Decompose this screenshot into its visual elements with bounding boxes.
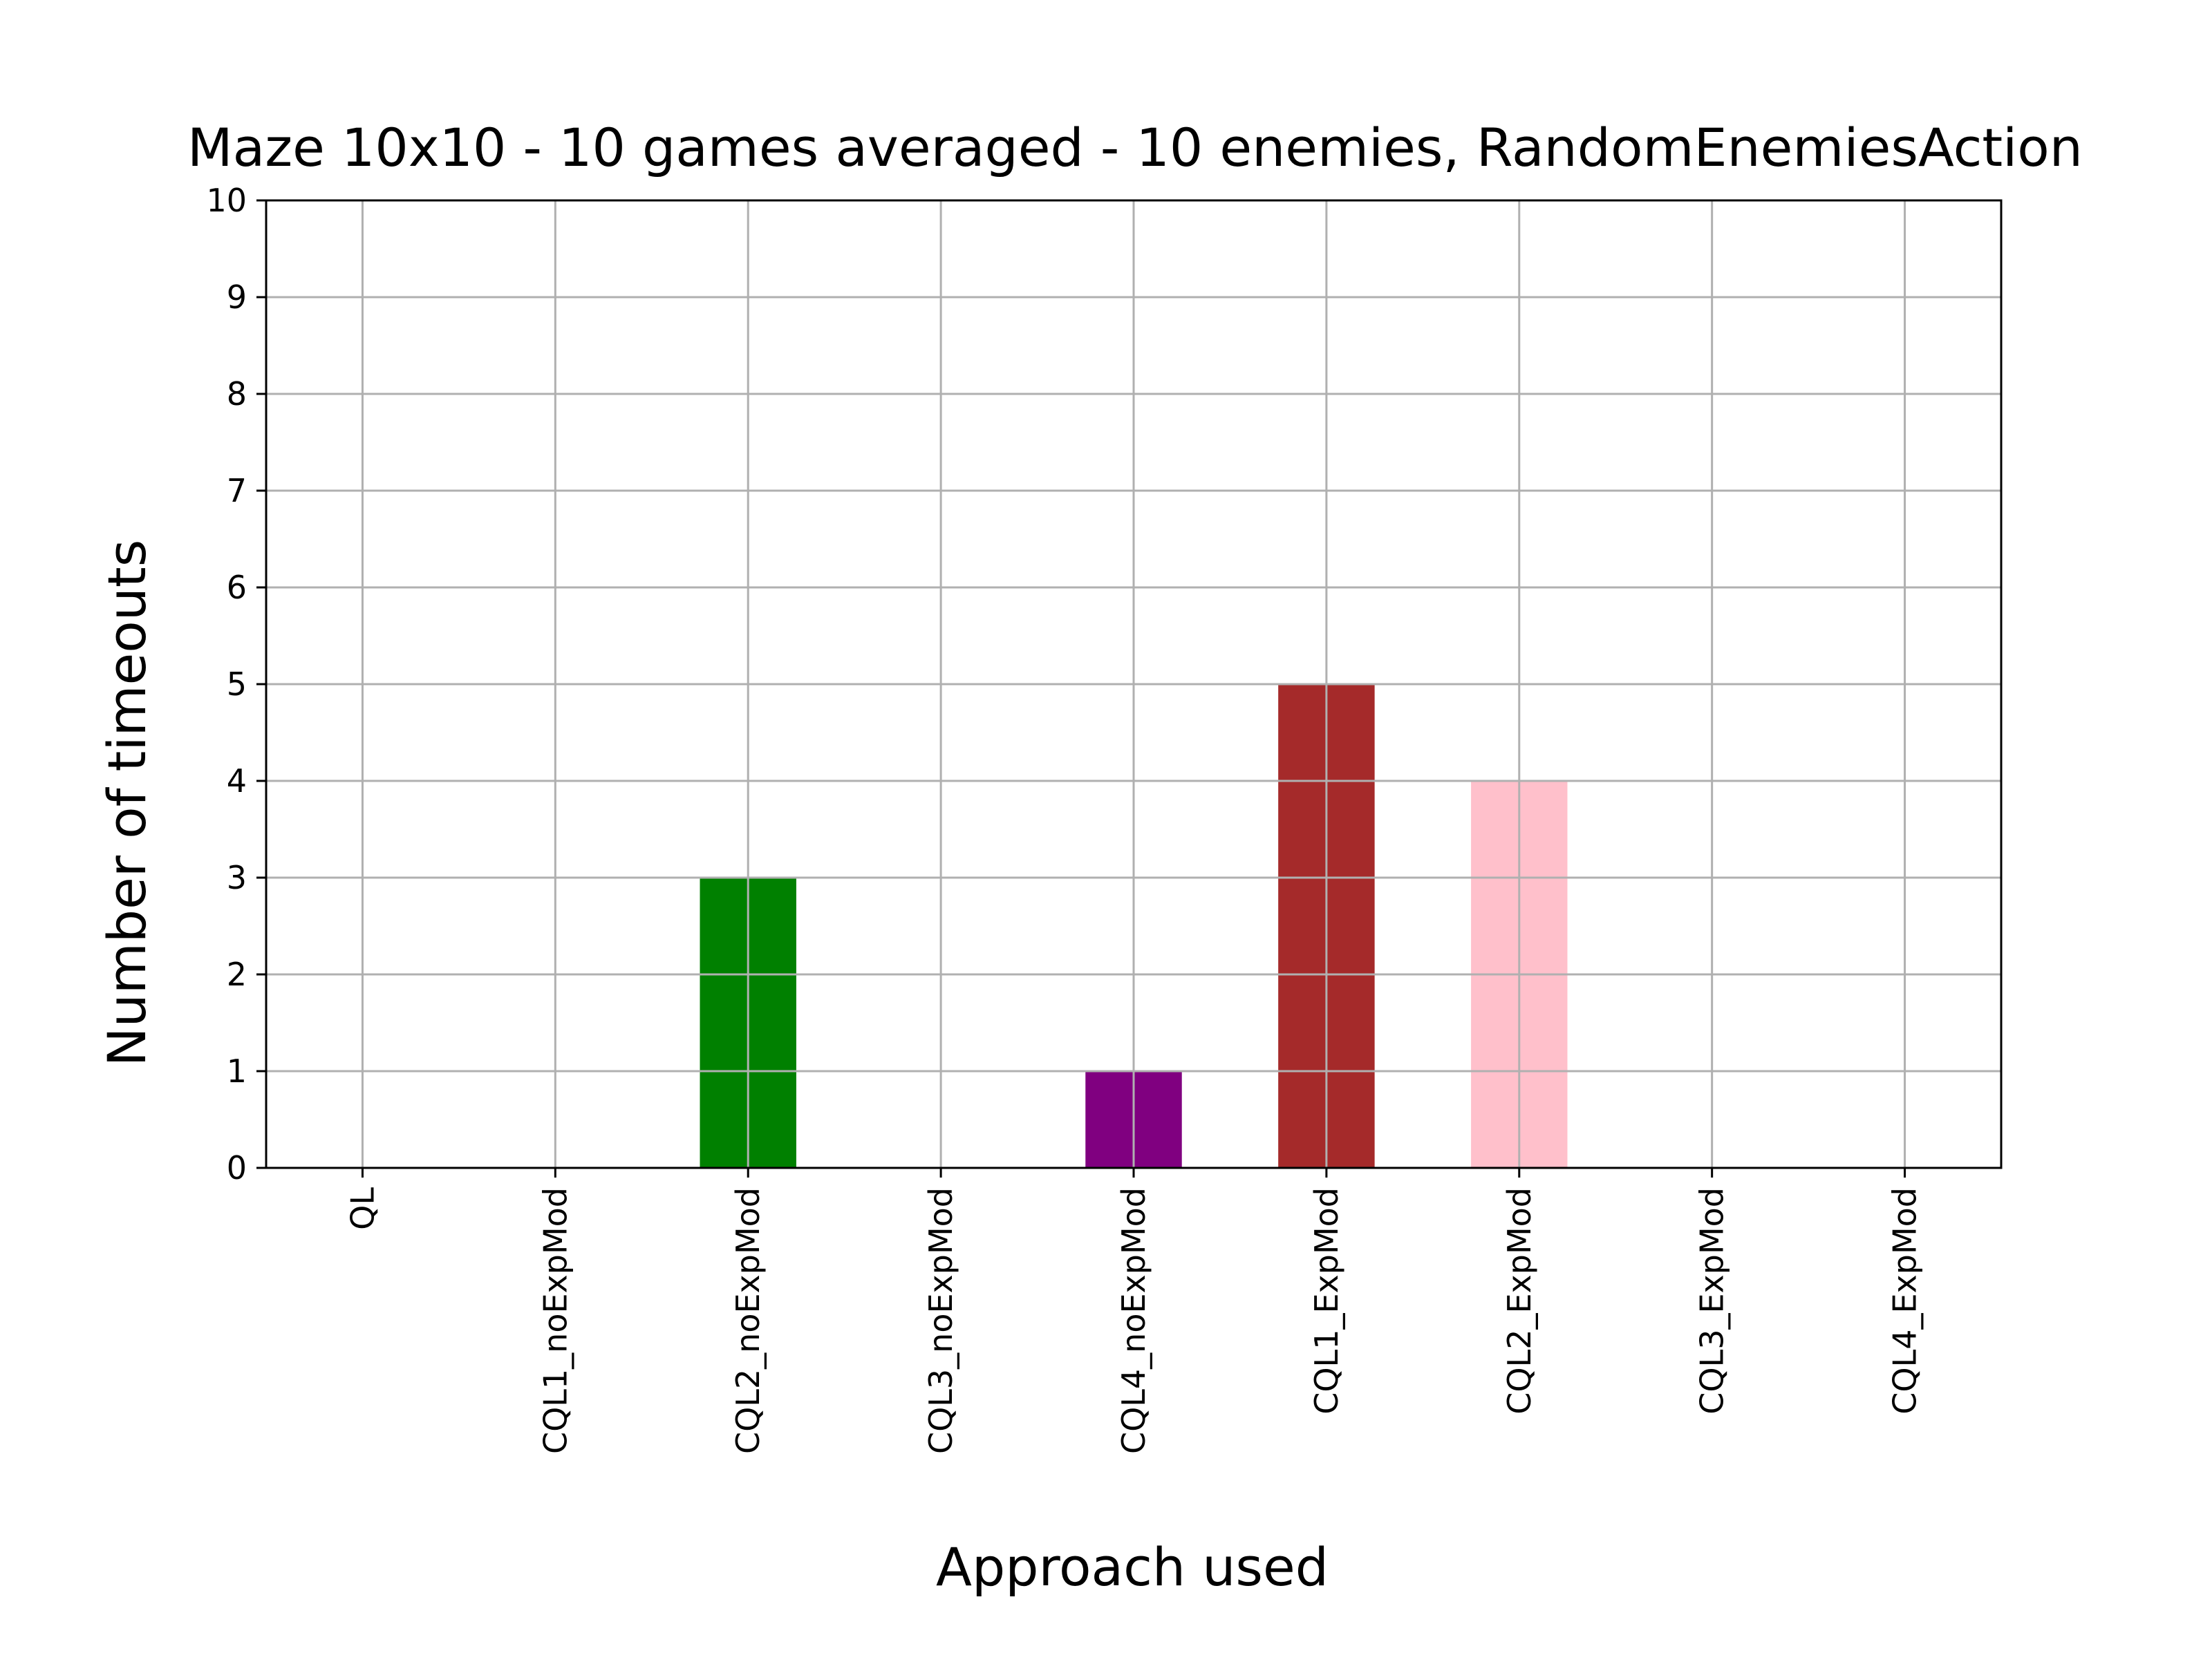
- x-tick-label: CQL2_noExpMod: [729, 1187, 767, 1454]
- x-tick-label: CQL3_ExpMod: [1694, 1187, 1731, 1415]
- x-tick-label: CQL1_noExpMod: [536, 1187, 574, 1454]
- chart-title: Maze 10x10 - 10 games averaged - 10 enem…: [187, 117, 2083, 178]
- y-tick-label: 9: [227, 278, 247, 316]
- y-tick-label: 0: [227, 1149, 247, 1187]
- x-tick-label: QL: [344, 1187, 381, 1230]
- y-tick-label: 7: [227, 472, 247, 509]
- y-tick-label: 10: [206, 182, 247, 219]
- y-tick-label: 5: [227, 665, 247, 703]
- x-tick-label: CQL1_ExpMod: [1308, 1187, 1345, 1415]
- y-tick-label: 2: [227, 956, 247, 993]
- y-tick-label: 1: [227, 1052, 247, 1090]
- x-tick-label: CQL2_ExpMod: [1501, 1187, 1538, 1415]
- y-tick-label: 4: [227, 762, 247, 800]
- y-tick-label: 3: [227, 859, 247, 896]
- vertical-gridlines: [266, 199, 2001, 1169]
- x-axis-label: Approach used: [936, 1536, 1329, 1598]
- y-tick-label: 8: [227, 375, 247, 413]
- y-tick-label: 6: [227, 569, 247, 606]
- x-tick-label: CQL4_noExpMod: [1115, 1187, 1152, 1454]
- x-tick-label: CQL4_ExpMod: [1886, 1187, 1924, 1415]
- x-tick-label: CQL3_noExpMod: [922, 1187, 959, 1454]
- axis-ticks: 0 1 2 3 4 5 6 7 8 9 10 QL CQL1_noExpMod CQL2_noExpMod…: [206, 182, 1923, 1454]
- y-axis-label: Number of timeouts: [96, 540, 158, 1067]
